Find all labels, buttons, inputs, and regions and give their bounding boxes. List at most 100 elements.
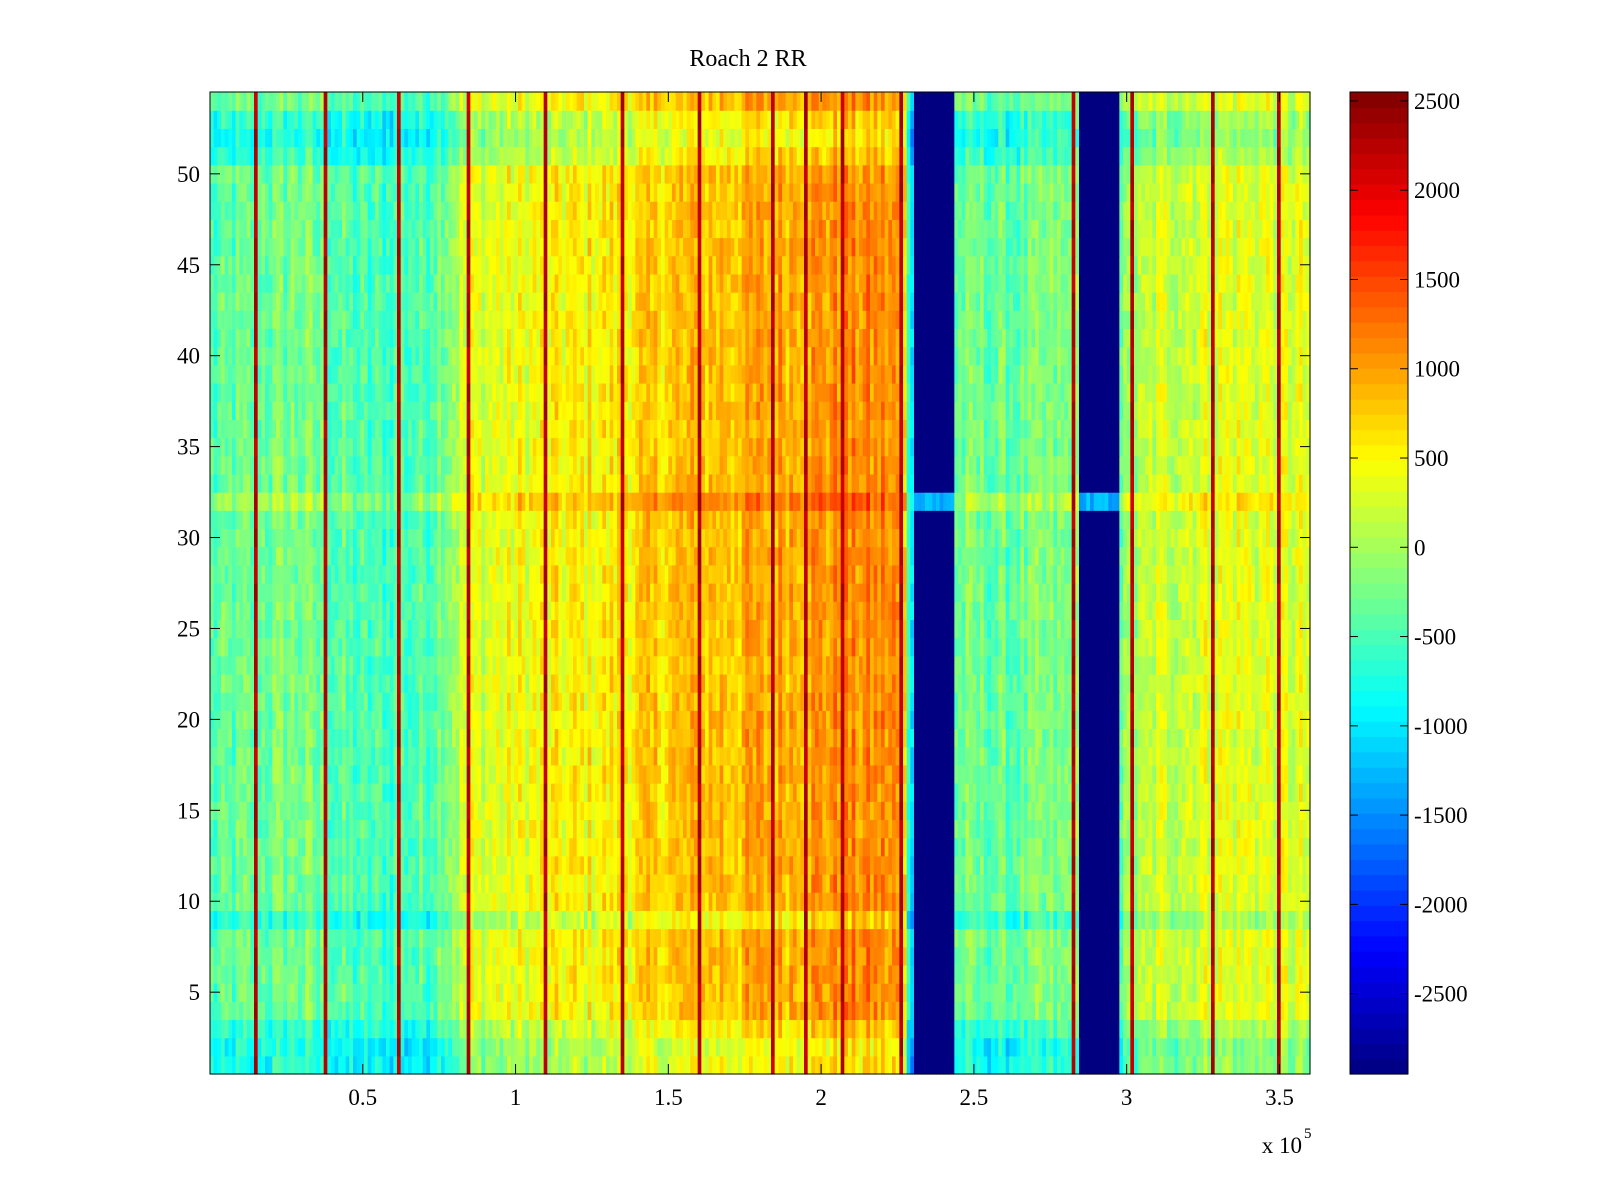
- heatmap-cell: [705, 946, 710, 966]
- heatmap-cell: [749, 964, 754, 984]
- heatmap-cell: [411, 964, 416, 984]
- heatmap-cell: [554, 819, 559, 839]
- heatmap-cell: [246, 892, 251, 911]
- heatmap-cell: [716, 764, 721, 784]
- heatmap-cell: [426, 837, 431, 857]
- heatmap-cell: [811, 1037, 816, 1057]
- heatmap-cell: [246, 1019, 251, 1039]
- heatmap-cell: [884, 1019, 889, 1039]
- heatmap-cell: [356, 983, 361, 1002]
- heatmap-cell: [741, 873, 746, 893]
- heatmap-cell: [727, 910, 732, 930]
- heatmap-cell: [1141, 801, 1146, 821]
- heatmap-cell: [800, 764, 805, 784]
- heatmap-cell: [620, 1001, 625, 1021]
- heatmap-cell: [422, 1001, 427, 1021]
- heatmap-cell: [448, 1019, 453, 1039]
- heatmap-cell: [294, 983, 299, 1002]
- heatmap-cell: [892, 910, 897, 930]
- heatmap-cell: [1203, 983, 1208, 1002]
- heatmap-cell: [697, 764, 702, 784]
- heatmap-cell: [1101, 910, 1106, 930]
- heatmap-cell: [613, 801, 618, 821]
- heatmap-cell: [312, 1001, 317, 1021]
- heatmap-cell: [661, 764, 666, 784]
- heatmap-cell: [884, 946, 889, 966]
- heatmap-cell: [404, 892, 409, 911]
- heatmap-cell: [932, 873, 937, 893]
- heatmap-cell: [1038, 892, 1043, 911]
- heatmap-cell: [862, 1019, 867, 1039]
- heatmap-cell: [1038, 855, 1043, 875]
- heatmap-cell: [595, 892, 600, 911]
- heatmap-cell: [1068, 837, 1073, 857]
- heatmap-cell: [664, 928, 669, 948]
- heatmap-cell: [943, 819, 948, 839]
- heatmap-cell: [360, 1037, 365, 1057]
- heatmap-cell: [1016, 910, 1021, 930]
- heatmap-cell: [752, 764, 757, 784]
- heatmap-cell: [1288, 892, 1293, 911]
- heatmap-cell: [254, 1001, 259, 1021]
- heatmap-cell: [1115, 983, 1120, 1002]
- heatmap-cell: [679, 873, 684, 893]
- heatmap-cell: [507, 1001, 512, 1021]
- heatmap-cell: [356, 946, 361, 966]
- heatmap-cell: [1060, 892, 1065, 911]
- heatmap-cell: [224, 873, 229, 893]
- heatmap-cell: [441, 892, 446, 911]
- heatmap-cell: [796, 783, 801, 802]
- heatmap-cell: [661, 855, 666, 875]
- heatmap-cell: [290, 855, 295, 875]
- heatmap-cell: [510, 1037, 515, 1057]
- heatmap-cell: [910, 1019, 915, 1039]
- heatmap-cell: [855, 1037, 860, 1057]
- heatmap-cell: [895, 892, 900, 911]
- heatmap-cell: [1167, 964, 1172, 984]
- heatmap-cell: [932, 783, 937, 802]
- heatmap-cell: [650, 946, 655, 966]
- heatmap-cell: [690, 910, 695, 930]
- heatmap-cell: [595, 873, 600, 893]
- heatmap-cell: [1225, 946, 1230, 966]
- heatmap-cell: [1200, 928, 1205, 948]
- heatmap-cell: [254, 801, 259, 821]
- heatmap-cell: [510, 892, 515, 911]
- heatmap-cell: [690, 1055, 695, 1075]
- heatmap-cell: [1038, 928, 1043, 948]
- heatmap-cell: [290, 1019, 295, 1039]
- heatmap-cell: [939, 783, 944, 802]
- heatmap-cell: [1236, 837, 1241, 857]
- heatmap-cell: [378, 819, 383, 839]
- heatmap-cell: [1299, 964, 1304, 984]
- heatmap-cell: [294, 910, 299, 930]
- heatmap-cell: [679, 910, 684, 930]
- heatmap-cell: [947, 837, 952, 857]
- heatmap-cell: [848, 983, 853, 1002]
- heatmap-cell: [536, 764, 541, 784]
- heatmap-cell: [888, 928, 893, 948]
- heatmap-cell: [1101, 855, 1106, 875]
- heatmap-cell: [437, 1001, 442, 1021]
- heatmap-cell: [591, 819, 596, 839]
- heatmap-cell: [353, 892, 358, 911]
- heatmap-cell: [661, 1055, 666, 1075]
- heatmap-cell: [716, 1019, 721, 1039]
- heatmap-cell: [239, 964, 244, 984]
- heatmap-cell: [569, 783, 574, 802]
- heatmap-cell: [246, 764, 251, 784]
- heatmap-cell: [789, 964, 794, 984]
- heatmap-cell: [877, 837, 882, 857]
- heatmap-cell: [943, 1037, 948, 1057]
- heatmap-cell: [580, 892, 585, 911]
- heatmap-cell: [547, 1055, 552, 1075]
- heatmap-cell: [1049, 946, 1054, 966]
- heatmap-cell: [393, 801, 398, 821]
- heatmap-cell: [672, 764, 677, 784]
- heatmap-cell: [1207, 837, 1212, 857]
- heatmap-cell: [741, 1037, 746, 1057]
- heatmap-cell: [961, 928, 966, 948]
- heatmap-cell: [1196, 873, 1201, 893]
- heatmap-cell: [939, 855, 944, 875]
- heatmap-cell: [950, 964, 955, 984]
